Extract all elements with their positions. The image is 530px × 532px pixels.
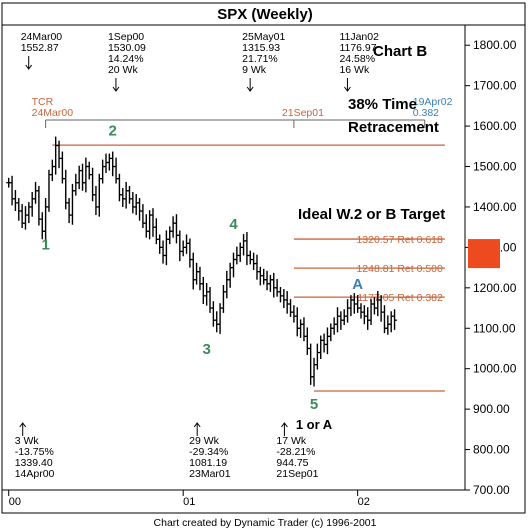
wave-labels: 1 2 3 4 5 A 1 or A [41,122,363,432]
price-bars [6,136,398,387]
annotation-arrowhead [112,86,120,92]
bracket-mid-label: 21Sep01 [282,107,324,119]
y-tick-label: 1800.00 [473,38,517,52]
time-axis: 00 01 02 [8,490,370,508]
bottom-annotation-line: 3 Wk [15,435,40,447]
top-annotation-line: 1315.93 [242,42,280,54]
annotation-arrowhead [246,86,254,92]
wave-label-4: 4 [229,216,238,233]
top-annotation-line: 24.58% [339,53,375,65]
x-tick-label: 00 [9,496,21,508]
ohlc-bar [392,309,398,330]
target-zone-box [468,239,500,269]
bottom-annotation-line: 1339.40 [15,457,53,469]
y-tick-label: 1000.00 [473,362,517,376]
bottom-annotation-line: 21Sep01 [276,468,318,480]
retracement-label: 1320.57 Ret 0.618 [356,234,443,246]
top-annotation-line: 9 Wk [242,64,267,76]
bottom-annotation-line: 17 Wk [276,435,307,447]
price-axis: 700.00 800.00 900.00 1000.00 1100.00 1200.00 1… [465,38,517,497]
bracket-start-label: 24Mar00 [32,107,74,119]
bottom-annotation-line: 944.75 [276,457,308,469]
bottom-annotation-line: -28.21% [276,446,315,458]
y-tick-label: 1600.00 [473,119,517,133]
chart-label: Chart B [373,43,427,60]
chart-frame [1,2,526,514]
time-retracement-line1: 38% Time [348,96,417,113]
y-tick-label: 1700.00 [473,79,517,93]
retracement-lines: 1320.57 Ret 0.618 1248.81 Ret 0.500 1177.0… [52,144,445,392]
top-annotation-line: 1552.87 [21,42,59,54]
top-annotation-line: 16 Wk [339,64,370,76]
annotation-arrowhead [25,64,33,70]
y-tick-label: 1400.00 [473,200,517,214]
bottom-annotation-line: -29.34% [189,446,228,458]
bottom-annotation-line: 29 Wk [189,435,220,447]
bracket-end-label: 0.382 [413,107,439,119]
top-annotation-line: 1176.97 [339,42,376,54]
bottom-annotation-line: -13.75% [15,446,54,458]
bottom-annotation-line: 1081.19 [189,457,227,469]
bottom-annotation-line: 23Mar01 [189,468,231,480]
y-tick-label: 1100.00 [473,321,516,335]
bottom-annotation-line: 14Apr00 [15,468,55,480]
top-annotation-line: 25May01 [242,31,285,43]
y-tick-label: 1500.00 [473,160,517,174]
wave-label-2: 2 [109,122,117,139]
top-annotation-line: 20 Wk [108,64,139,76]
bracket-end-label: 19Apr02 [413,96,453,108]
top-annotation-line: 1530.09 [108,42,146,54]
retracement-label: 1248.81 Ret 0.500 [356,263,443,275]
wave-label-A: A [352,276,363,293]
wave-label-5: 5 [310,396,318,413]
target-label: Ideal W.2 or B Target [298,206,445,223]
wave-label-1: 1 [41,236,49,253]
time-retracement-line2: Retracement [348,119,439,136]
x-tick-label: 02 [358,496,370,508]
y-tick-label: 800.00 [473,443,510,457]
top-annotation-line: 21.71% [242,53,278,65]
top-annotation-line: 11Jan02 [339,31,379,43]
annotation-arrowhead [344,86,351,92]
y-tick-label: 1200.00 [473,281,517,295]
y-tick-label: 700.00 [473,483,510,497]
wave5-sublabel: 1 or A [296,417,333,432]
annotation-arrowhead [193,422,201,428]
top-annotation-line: 14.24% [108,53,144,65]
chart-title: SPX (Weekly) [217,6,313,23]
y-tick-label: 900.00 [473,402,510,416]
top-annotation-line: 24Mar00 [21,31,63,43]
annotation-arrowhead [19,422,27,428]
x-tick-label: 01 [183,496,195,508]
credit: Chart created by Dynamic Trader (c) 1996… [154,517,377,529]
wave-label-3: 3 [202,341,210,358]
retracement-label: 1177.05 Ret 0.382 [357,292,443,304]
top-annotation-line: 1Sep00 [108,31,144,43]
annotation-arrowhead [281,422,288,428]
bracket-start-label: TCR [32,96,54,108]
